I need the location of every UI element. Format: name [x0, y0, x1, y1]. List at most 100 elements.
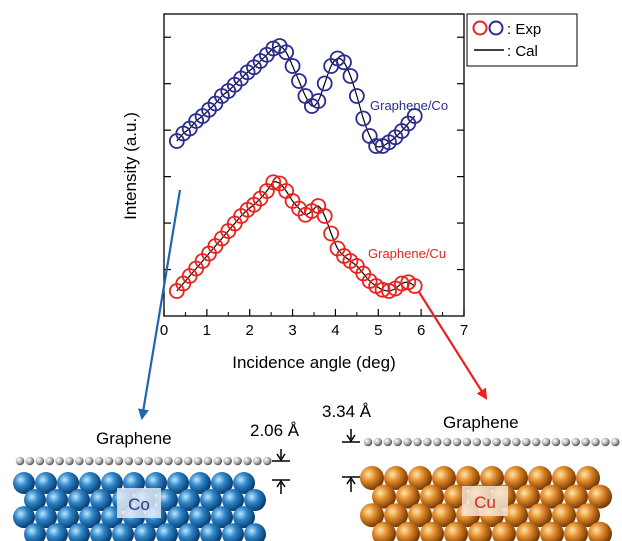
metal-atom [156, 489, 178, 512]
carbon-atom [75, 456, 84, 466]
cu-metal-slab [360, 466, 612, 541]
metal-atom [468, 521, 492, 541]
exp-point [323, 225, 340, 242]
metal-atom [516, 521, 540, 541]
exp-point [406, 278, 423, 294]
carbon-atom [502, 437, 511, 447]
carbon-atom [442, 437, 452, 447]
exp-point [336, 54, 352, 71]
metal-atom [200, 489, 222, 512]
x-tick-label: 6 [417, 322, 425, 339]
carbon-atom [35, 456, 45, 466]
carbon-atom [223, 456, 232, 466]
arrow-to-cu [418, 291, 488, 400]
exp-point [291, 73, 307, 89]
exp-points [168, 38, 423, 299]
metal-atom [504, 466, 528, 490]
x-tick-label: 4 [331, 322, 339, 339]
carbon-atom [571, 437, 580, 447]
carbon-atom [472, 437, 482, 447]
metal-atom [576, 466, 600, 490]
cu-structure: Cu Graphene 3.34 Å [322, 402, 620, 541]
exp-point [284, 58, 301, 74]
x-tick-label: 1 [203, 322, 211, 339]
cu-graphene-layer [363, 437, 620, 447]
cu-label-box [462, 486, 508, 516]
metal-atom [222, 523, 244, 541]
metal-atom [432, 503, 456, 528]
carbon-atom [84, 456, 94, 466]
exp-point [278, 44, 295, 61]
legend-exp-label: : Exp [507, 21, 541, 38]
x-tick-label: 3 [288, 322, 296, 339]
carbon-atom [541, 437, 551, 447]
metal-atom [552, 503, 576, 528]
exp-point [316, 208, 333, 224]
carbon-atom [124, 456, 134, 466]
cu-graphene-label: Graphene [443, 413, 519, 432]
metal-atom [200, 523, 222, 541]
carbon-atom [114, 456, 124, 466]
metal-atom [46, 489, 68, 512]
metal-atom [492, 521, 516, 541]
metal-atom [504, 503, 528, 528]
carbon-atom [45, 456, 54, 466]
carbon-atom [25, 456, 35, 466]
metal-atom [24, 489, 46, 512]
carbon-atom [610, 437, 620, 447]
metal-atom [244, 489, 266, 512]
legend: : Exp : Cal [466, 13, 578, 67]
carbon-atom [253, 456, 262, 466]
carbon-atom [65, 456, 74, 466]
metal-atom [564, 521, 588, 541]
series-label-co: Graphene/Co [370, 98, 448, 113]
carbon-atom [373, 437, 383, 447]
metal-atom [540, 484, 564, 509]
metal-atom [396, 484, 420, 509]
carbon-atom [213, 456, 223, 466]
metal-atom [211, 506, 233, 529]
metal-atom [576, 503, 600, 528]
x-tick-label: 7 [460, 322, 468, 339]
metal-atom [360, 503, 384, 528]
x-axis-label: Incidence angle (deg) [232, 353, 396, 372]
carbon-atom [521, 437, 531, 447]
metal-atom [35, 506, 57, 529]
carbon-atom [482, 437, 491, 447]
exp-point [374, 281, 391, 298]
metal-atom [13, 506, 35, 529]
co-label-box [117, 488, 161, 518]
arrow-to-co [138, 189, 182, 421]
metal-atom [46, 523, 68, 541]
metal-atom [372, 484, 396, 509]
carbon-atom [591, 437, 600, 447]
co-distance-label: 2.06 Å [250, 421, 300, 440]
co-structure: Co Graphene 2.06 Å [13, 421, 300, 541]
metal-atom [480, 466, 504, 490]
y-ticks [164, 36, 464, 271]
carbon-atom [601, 437, 610, 447]
carbon-atom [581, 437, 590, 447]
metal-atom [384, 466, 408, 490]
metal-atom [528, 503, 552, 528]
metal-atom [57, 472, 79, 494]
carbon-atom [55, 456, 64, 466]
exp-point [316, 75, 333, 92]
legend-box [466, 13, 578, 67]
cu-dist-up-arrow-icon [346, 476, 356, 492]
metal-atom [588, 484, 612, 509]
metal-atom [456, 466, 480, 490]
metal-atom [444, 521, 468, 541]
metal-atom [244, 523, 266, 541]
metal-atom [24, 523, 46, 541]
carbon-atom [173, 456, 183, 466]
plot-frame [163, 13, 465, 317]
carbon-atom [432, 437, 442, 447]
metal-atom [408, 466, 432, 490]
metal-atom [112, 523, 134, 541]
metal-atom [420, 521, 444, 541]
metal-atom [13, 472, 35, 494]
carbon-atom [193, 456, 203, 466]
exp-point [265, 174, 282, 191]
metal-atom [134, 523, 156, 541]
